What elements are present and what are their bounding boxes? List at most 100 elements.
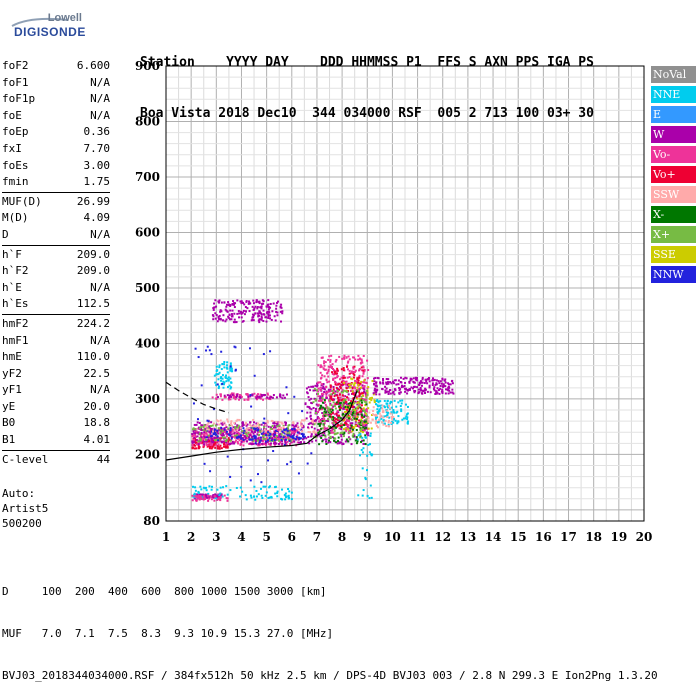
data-point xyxy=(253,431,256,434)
data-point xyxy=(254,435,257,438)
data-point xyxy=(228,424,231,427)
data-point xyxy=(260,307,263,310)
data-point xyxy=(333,392,336,395)
data-point xyxy=(321,427,324,430)
data-point xyxy=(246,435,249,438)
data-point xyxy=(276,495,279,498)
data-point xyxy=(221,428,224,431)
data-point xyxy=(226,371,229,374)
data-point xyxy=(272,428,275,431)
data-point xyxy=(332,377,335,380)
data-point xyxy=(308,406,311,409)
data-point xyxy=(364,411,367,414)
data-point xyxy=(281,498,284,501)
data-point xyxy=(267,429,270,432)
param-key: h`Es xyxy=(2,297,29,311)
data-point xyxy=(371,396,374,399)
data-point xyxy=(193,436,196,439)
data-point xyxy=(353,374,356,377)
data-point xyxy=(242,444,245,447)
data-point xyxy=(366,377,369,380)
data-point xyxy=(251,316,254,319)
data-point xyxy=(232,321,235,324)
data-point xyxy=(200,424,203,427)
data-point xyxy=(256,431,259,434)
data-point xyxy=(233,434,236,437)
data-point xyxy=(351,426,354,429)
data-point xyxy=(338,407,341,410)
data-point xyxy=(437,380,440,383)
data-point xyxy=(376,426,379,429)
data-point xyxy=(262,485,265,488)
data-point xyxy=(201,424,204,427)
data-point xyxy=(376,408,379,411)
param-separator xyxy=(2,313,110,315)
data-point xyxy=(235,486,238,489)
data-point xyxy=(207,428,210,431)
data-point xyxy=(276,490,279,493)
data-point xyxy=(331,407,334,410)
data-point xyxy=(212,444,215,447)
param-value: N/A xyxy=(90,383,110,397)
data-point xyxy=(309,431,312,434)
data-point xyxy=(206,423,209,426)
data-point xyxy=(299,421,302,424)
data-point xyxy=(356,407,359,410)
data-point xyxy=(340,426,343,429)
data-point xyxy=(235,435,238,438)
data-point xyxy=(201,442,204,445)
data-point xyxy=(386,413,389,416)
data-point xyxy=(332,388,335,391)
data-point xyxy=(231,440,234,443)
data-point xyxy=(332,418,335,421)
data-point xyxy=(363,368,366,371)
param-value: 209.0 xyxy=(76,264,110,278)
data-point xyxy=(216,383,219,386)
data-point xyxy=(235,436,238,439)
data-point xyxy=(327,375,330,378)
data-point xyxy=(200,429,203,432)
data-point xyxy=(436,387,439,390)
data-point xyxy=(343,376,346,379)
data-point xyxy=(390,382,393,385)
data-point xyxy=(365,403,368,406)
data-point xyxy=(406,418,409,421)
param-value: 209.0 xyxy=(76,247,110,261)
data-point xyxy=(258,321,261,324)
data-point xyxy=(258,318,261,321)
data-point xyxy=(342,379,345,382)
data-point xyxy=(439,387,442,390)
param-key: foF2 xyxy=(2,59,29,72)
data-point xyxy=(264,430,267,433)
data-point xyxy=(375,419,378,422)
data-point xyxy=(433,389,436,392)
data-point xyxy=(200,427,203,430)
data-point xyxy=(224,320,227,323)
data-point xyxy=(287,487,290,490)
data-point xyxy=(284,498,287,501)
data-point xyxy=(345,416,348,419)
data-point xyxy=(225,432,228,435)
data-point xyxy=(245,433,248,436)
data-point xyxy=(216,419,219,422)
data-point xyxy=(235,430,238,433)
data-point xyxy=(417,392,420,395)
data-point xyxy=(205,436,208,439)
data-point xyxy=(230,433,233,436)
y-tick-label: 200 xyxy=(135,447,160,461)
data-point xyxy=(326,427,329,430)
data-point xyxy=(328,436,331,439)
data-point xyxy=(439,380,442,383)
data-point xyxy=(311,423,314,426)
data-point xyxy=(309,414,312,417)
data-point xyxy=(360,423,363,426)
data-point xyxy=(223,494,226,497)
data-point xyxy=(367,419,370,422)
data-point xyxy=(342,367,345,370)
data-point xyxy=(206,438,209,441)
data-point xyxy=(341,432,344,435)
data-point xyxy=(245,428,248,431)
data-point xyxy=(286,434,289,437)
data-point xyxy=(229,309,232,312)
data-point xyxy=(371,418,374,421)
